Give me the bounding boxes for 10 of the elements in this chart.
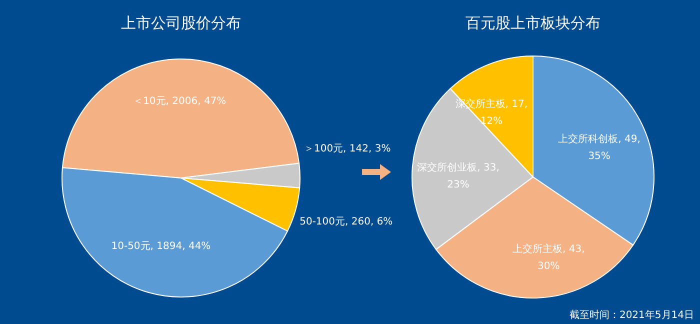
slice-label: 上交所科创板, 49, 35%	[558, 132, 640, 162]
chart-title: 上市公司股价分布	[121, 14, 241, 32]
slice-label: 10-50元, 1894, 44%	[111, 241, 211, 252]
chart-title: 百元股上市板块分布	[466, 14, 600, 32]
slice-label: ＜10元, 2006, 47%	[133, 96, 226, 108]
slice-label: ＞100元, 142, 3%	[304, 143, 391, 154]
slice-label: 50-100元, 260, 6%	[300, 216, 393, 228]
slice-label: 上交所主板, 43, 30%	[512, 243, 585, 272]
slice-label: 深交所主板, 17, 12%	[455, 98, 528, 128]
text: 截至时间：2021年5月14日	[569, 309, 694, 321]
